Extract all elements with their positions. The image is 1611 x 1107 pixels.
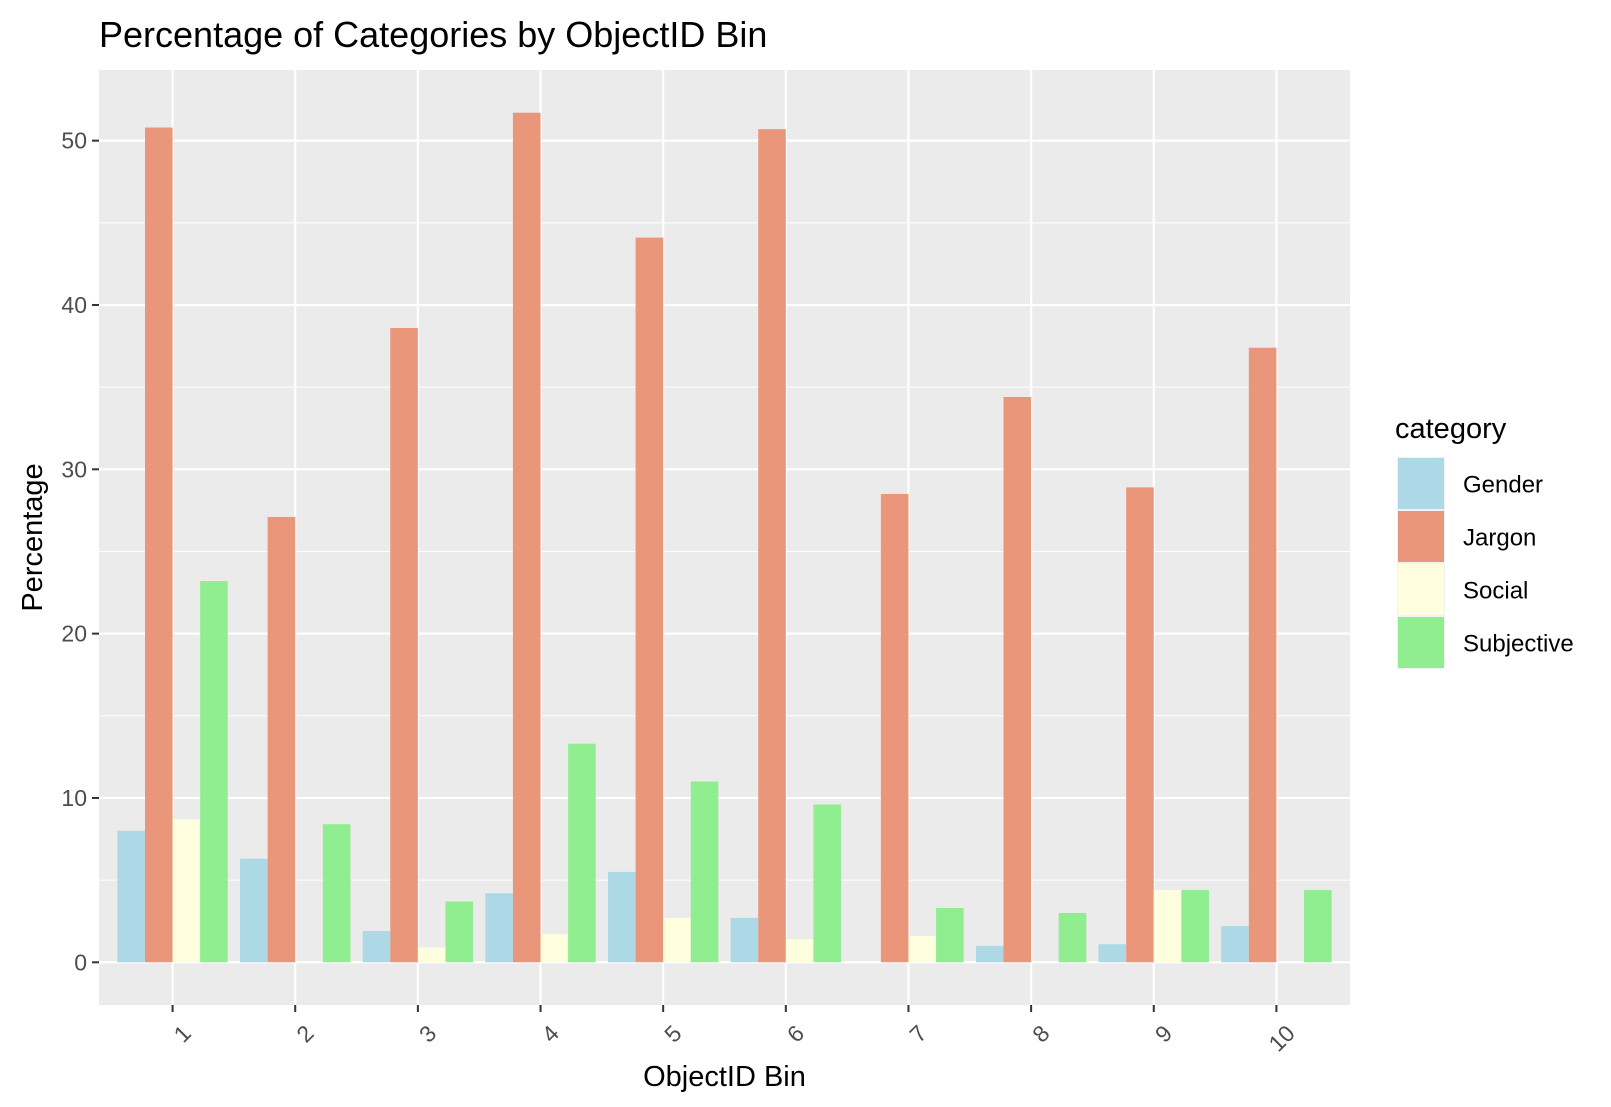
bar-social-bin-9: [1153, 889, 1182, 963]
x-tick-label: 1: [169, 1020, 196, 1047]
legend: category Gender Jargon Social Subjective: [1395, 413, 1574, 669]
x-tick-label: 8: [1027, 1020, 1054, 1047]
y-tick-label: 10: [61, 785, 87, 811]
bar-social-bin-6: [785, 939, 814, 963]
bar-jargon-bin-8: [1003, 397, 1032, 963]
chart-title: Percentage of Categories by ObjectID Bin: [99, 14, 767, 55]
legend-label-jargon: Jargon: [1463, 525, 1536, 552]
bar-subjective-bin-5: [690, 781, 719, 963]
legend-label-gender: Gender: [1463, 472, 1543, 499]
bar-social-bin-5: [663, 917, 691, 963]
x-tick-label: 7: [904, 1020, 931, 1047]
bar-jargon-bin-6: [758, 129, 786, 963]
bar-gender-bin-10: [1221, 926, 1249, 963]
bar-social-bin-3: [417, 947, 446, 963]
bar-subjective-bin-8: [1058, 912, 1087, 963]
y-tick-label: 20: [61, 621, 87, 647]
bar-subjective-bin-4: [568, 743, 596, 963]
bar-gender-bin-3: [362, 931, 391, 963]
bars: [117, 112, 1332, 963]
y-axis-title: Percentage: [17, 463, 49, 611]
bar-social-bin-7: [908, 935, 937, 963]
legend-title: category: [1395, 413, 1507, 445]
legend-key-social: [1398, 564, 1444, 615]
bar-subjective-bin-10: [1304, 889, 1332, 963]
bar-gender-bin-1: [117, 830, 145, 963]
x-tick-label: 6: [782, 1020, 809, 1047]
axes: 0 10 20 30 40 50 1 2 3 4 5 6 7 8 9 10: [61, 128, 1299, 1057]
bar-jargon-bin-3: [390, 327, 418, 963]
y-tick-label: 30: [61, 456, 87, 482]
bar-subjective-bin-2: [322, 824, 351, 963]
bar-subjective-bin-1: [200, 581, 228, 963]
bar-gender-bin-4: [485, 893, 513, 963]
x-tick-label: 9: [1150, 1020, 1177, 1047]
bar-gender-bin-2: [240, 858, 268, 963]
bar-jargon-bin-1: [144, 127, 173, 963]
bar-gender-bin-6: [730, 917, 759, 963]
bar-gender-bin-8: [975, 945, 1004, 963]
legend-key-jargon: [1398, 511, 1444, 562]
bar-gender-bin-9: [1098, 944, 1127, 963]
bar-jargon-bin-2: [267, 516, 296, 963]
legend-label-social: Social: [1463, 578, 1528, 605]
bar-subjective-bin-7: [936, 908, 964, 963]
x-tick-label: 2: [291, 1020, 318, 1047]
x-tick-label: 5: [659, 1020, 686, 1047]
bar-gender-bin-5: [607, 871, 636, 963]
legend-key-subjective: [1398, 617, 1444, 668]
bar-jargon-bin-4: [512, 112, 541, 963]
y-tick-label: 50: [61, 128, 87, 154]
x-tick-label: 4: [537, 1020, 565, 1048]
bar-jargon-bin-10: [1248, 347, 1277, 963]
bar-jargon-bin-9: [1126, 487, 1154, 963]
bar-jargon-bin-7: [880, 493, 909, 963]
x-tick-label: 3: [414, 1020, 441, 1047]
x-tick-label: 10: [1263, 1020, 1299, 1056]
bar-subjective-bin-9: [1181, 889, 1209, 963]
legend-key-gender: [1398, 458, 1444, 509]
bar-social-bin-4: [540, 934, 569, 963]
y-tick-label: 40: [61, 292, 87, 318]
y-tick-label: 0: [74, 949, 87, 975]
bar-jargon-bin-5: [635, 237, 664, 963]
bar-social-bin-1: [172, 819, 201, 963]
bar-subjective-bin-6: [813, 804, 842, 963]
legend-label-subjective: Subjective: [1463, 631, 1574, 658]
x-axis-title: ObjectID Bin: [643, 1061, 806, 1093]
bar-subjective-bin-3: [445, 901, 474, 963]
